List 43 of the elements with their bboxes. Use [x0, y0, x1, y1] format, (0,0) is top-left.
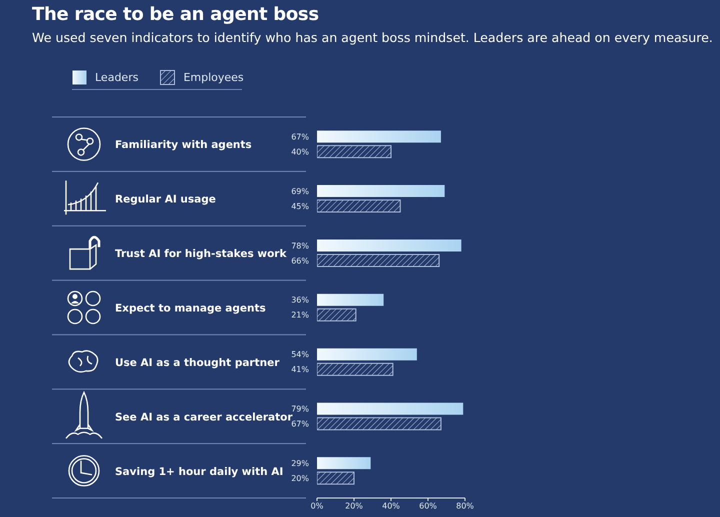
- data-label: 54%: [291, 350, 310, 360]
- legend-label: Leaders: [95, 71, 138, 84]
- chart-title: The race to be an agent boss: [32, 4, 319, 25]
- data-label: 40%: [291, 147, 310, 156]
- data-label: 20%: [291, 474, 310, 484]
- bar: [317, 308, 356, 322]
- data-label: 36%: [291, 296, 310, 305]
- data-label: 21%: [291, 310, 310, 320]
- y-tick-label: Saving 1+ hour daily with AI: [115, 466, 284, 478]
- x-tick-label: 0%: [310, 502, 324, 511]
- bar: [317, 294, 384, 306]
- data-label: 69%: [291, 186, 310, 196]
- x-tick-label: 60%: [419, 502, 438, 511]
- bar: [317, 254, 440, 267]
- bar: [317, 130, 441, 143]
- chart-subtitle: We used seven indicators to identify who has an agent boss mindset. Leaders are ahead on every measure.: [32, 30, 713, 45]
- x-tick-label: 20%: [345, 502, 364, 511]
- legend-label: Employees: [183, 71, 244, 84]
- data-label: 66%: [291, 256, 310, 266]
- data-label: 79%: [291, 404, 310, 414]
- bar: [317, 145, 392, 158]
- bar: [317, 402, 464, 415]
- bar: [317, 472, 354, 485]
- x-tick-label: 40%: [382, 502, 400, 511]
- x-tick-label: 80%: [456, 502, 474, 511]
- y-tick-label: Regular AI usage: [115, 194, 216, 206]
- bar: [317, 348, 417, 360]
- data-label: 41%: [291, 365, 310, 374]
- bar: [317, 457, 371, 470]
- data-label: 29%: [291, 459, 310, 468]
- data-label: 78%: [291, 241, 310, 250]
- bar: [317, 362, 394, 376]
- bar: [317, 239, 462, 252]
- y-tick-label: Trust AI for high-stakes work: [115, 248, 288, 260]
- data-label: 67%: [291, 420, 310, 429]
- bar: [317, 185, 445, 198]
- bar: [317, 200, 401, 213]
- y-tick-label: Familiarity with agents: [115, 139, 252, 152]
- y-tick-label: Expect to manage agents: [115, 302, 266, 314]
- bar: [317, 417, 442, 430]
- data-label: 67%: [291, 132, 310, 142]
- data-label: 45%: [291, 202, 310, 211]
- y-tick-label: Use AI as a thought partner: [115, 356, 280, 369]
